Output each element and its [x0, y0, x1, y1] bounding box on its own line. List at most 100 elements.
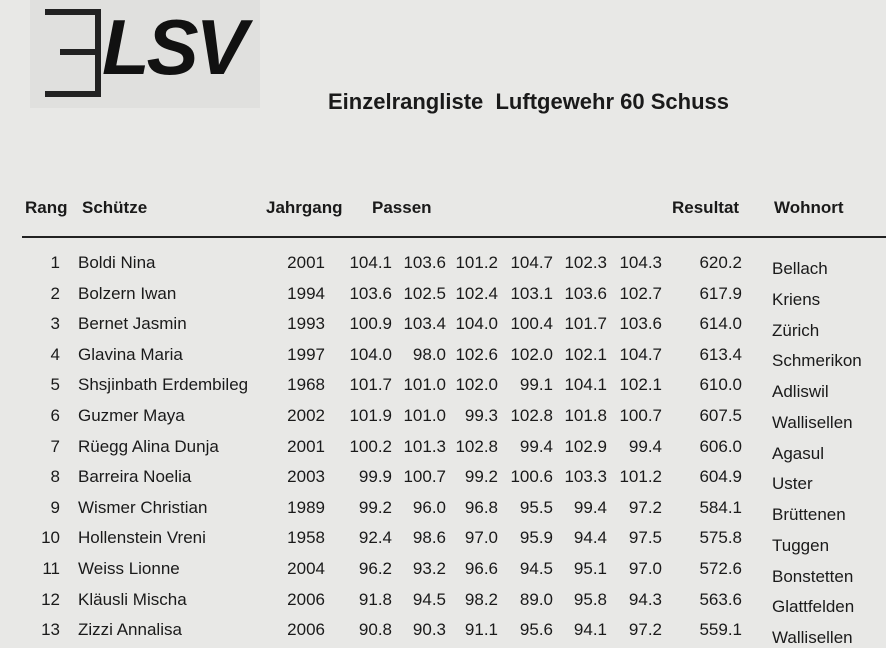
rank-cell: 6	[50, 406, 60, 425]
series-cell: 93.2	[412, 559, 446, 578]
year-cell: 1968	[287, 375, 325, 395]
column-header: Schütze	[82, 198, 148, 217]
shooter-cell: Boldi Nina	[78, 253, 156, 272]
series-cell: 101.7	[564, 314, 607, 334]
series-cell: 94.5	[412, 589, 446, 609]
shooter-cell: Kläusli Mischa	[78, 589, 187, 609]
series-cell: 91.8	[358, 589, 392, 609]
series-cell: 96.2	[358, 559, 392, 578]
series-cell: 101.2	[619, 467, 662, 487]
shooter-cell: Shsjinbath Erdembileg	[78, 375, 249, 395]
year-cell: 1994	[287, 283, 325, 303]
series-cell: 99.4	[573, 497, 607, 517]
shooter-cell: Wismer Christian	[78, 497, 208, 517]
series-cell: 95.5	[519, 497, 553, 517]
shooter-cell: Glavina Maria	[78, 344, 183, 364]
town-cell: Glattfelden	[772, 597, 855, 617]
result-cell: 572.6	[699, 559, 742, 578]
series-cell: 98.2	[464, 589, 498, 609]
logo-text: LSV	[102, 3, 248, 91]
column-header: Resultat	[672, 198, 740, 217]
town-cell: Schmerikon	[772, 351, 862, 371]
town-cell: Bonstetten	[772, 566, 854, 586]
series-cell: 90.3	[412, 620, 446, 640]
series-cell: 100.2	[349, 436, 392, 456]
shooter-cell: Bolzern Iwan	[78, 283, 177, 303]
result-cell: 610.0	[699, 375, 742, 395]
rank-cell: 1	[50, 253, 60, 272]
series-cell: 102.6	[455, 344, 498, 364]
page-title: Einzelrangliste Luftgewehr 60 Schuss	[328, 89, 729, 114]
series-cell: 102.1	[619, 375, 662, 395]
series-cell: 94.3	[628, 589, 662, 609]
series-cell: 103.3	[564, 467, 607, 487]
year-cell: 2004	[287, 559, 325, 578]
shooter-cell: Weiss Lionne	[78, 559, 180, 578]
result-cell: 606.0	[699, 436, 742, 456]
result-cell: 575.8	[699, 528, 742, 548]
series-cell: 103.1	[510, 283, 553, 303]
series-cell: 94.4	[573, 528, 607, 548]
series-cell: 103.6	[619, 314, 662, 334]
series-cell: 103.6	[349, 283, 392, 303]
series-cell: 102.3	[564, 253, 607, 272]
series-cell: 102.0	[510, 344, 553, 364]
series-cell: 104.1	[349, 253, 392, 272]
town-cell: Kriens	[772, 289, 821, 309]
series-cell: 103.6	[564, 283, 607, 303]
result-cell: 614.0	[699, 314, 742, 334]
series-cell: 98.6	[412, 528, 446, 548]
town-cell: Zürich	[772, 320, 820, 340]
series-cell: 102.7	[619, 283, 662, 303]
town-cell: Brüttenen	[772, 505, 846, 524]
series-cell: 100.4	[510, 314, 553, 334]
shooter-cell: Rüegg Alina Dunja	[78, 436, 219, 456]
year-cell: 2006	[287, 589, 325, 609]
series-cell: 102.8	[455, 436, 498, 456]
series-cell: 101.7	[349, 375, 392, 395]
town-cell: Bellach	[772, 259, 828, 278]
town-cell: Uster	[772, 474, 813, 494]
series-cell: 99.3	[464, 406, 498, 425]
result-cell: 620.2	[699, 253, 742, 272]
rank-cell: 8	[50, 467, 60, 487]
series-cell: 104.7	[510, 253, 553, 272]
column-header: Jahrgang	[266, 198, 343, 217]
series-cell: 102.8	[510, 406, 553, 425]
year-cell: 2006	[287, 620, 325, 640]
result-cell: 563.6	[699, 589, 742, 609]
result-cell: 604.9	[699, 467, 742, 487]
series-cell: 100.7	[403, 467, 446, 487]
year-cell: 1993	[287, 314, 325, 334]
series-cell: 101.2	[455, 253, 498, 272]
series-cell: 96.6	[464, 559, 498, 578]
series-cell: 89.0	[519, 589, 553, 609]
town-cell: Wallisellen	[772, 412, 853, 432]
series-cell: 104.0	[349, 344, 392, 364]
series-cell: 99.2	[358, 497, 392, 517]
year-cell: 1958	[287, 528, 325, 548]
shooter-cell: Zizzi Annalisa	[78, 620, 182, 640]
series-cell: 104.1	[564, 375, 607, 395]
series-cell: 91.1	[464, 620, 498, 640]
rank-cell: 5	[50, 375, 60, 395]
series-cell: 101.0	[403, 406, 446, 425]
series-cell: 96.8	[464, 497, 498, 517]
series-cell: 102.5	[403, 283, 446, 303]
shooter-cell: Bernet Jasmin	[78, 314, 187, 334]
result-cell: 584.1	[699, 497, 742, 517]
series-cell: 103.6	[403, 253, 446, 272]
series-cell: 95.9	[519, 528, 553, 548]
year-cell: 2001	[287, 436, 325, 456]
series-cell: 104.3	[619, 253, 662, 272]
rank-cell: 10	[41, 528, 60, 548]
shooter-cell: Hollenstein Vreni	[78, 528, 206, 548]
series-cell: 102.0	[455, 375, 498, 395]
series-cell: 101.3	[403, 436, 446, 456]
column-header: Wohnort	[774, 198, 844, 217]
series-cell: 99.4	[628, 436, 662, 456]
year-cell: 2001	[287, 253, 325, 272]
series-cell: 99.1	[519, 375, 553, 395]
series-cell: 90.8	[358, 620, 392, 640]
series-cell: 99.4	[519, 436, 553, 456]
